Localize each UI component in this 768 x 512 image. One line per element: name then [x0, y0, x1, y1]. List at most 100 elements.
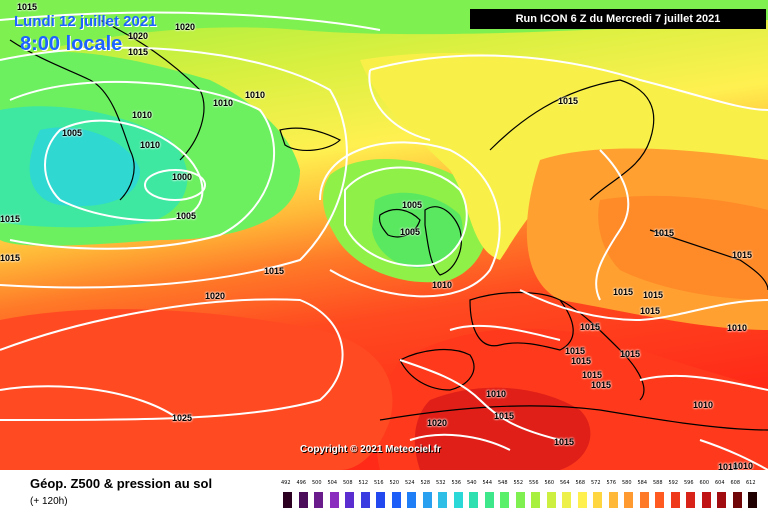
legend-swatch: [732, 492, 742, 508]
isobar-label: 1015: [264, 266, 285, 276]
isobar-label: 1015: [582, 370, 603, 380]
isobar-label: 1020: [427, 418, 448, 428]
legend-value: 508: [343, 480, 353, 486]
isobar-label: 1010: [486, 389, 507, 399]
legend-value: 528: [420, 480, 431, 486]
map-subtitle: (+ 120h): [30, 496, 68, 507]
z500-core-uk: [372, 192, 463, 268]
legend-swatch: [391, 492, 401, 508]
isobar-label: 1000: [172, 172, 193, 182]
legend-swatch: [500, 492, 509, 508]
legend-value: 520: [389, 480, 400, 486]
weather-map: 1015 1020 1020 1015 1010 1010 1010 1005 1010 1000…: [0, 0, 768, 470]
legend-swatch: [283, 492, 292, 508]
legend-value: 588: [653, 480, 663, 486]
isobar-label: 1010: [718, 462, 739, 470]
legend-swatch: [655, 492, 664, 508]
isobar-label: 1015: [494, 411, 515, 421]
forecast-local-time: 8:00 locale: [20, 33, 123, 55]
isobar-label: 1015: [0, 214, 21, 224]
isobar-label: 1020: [205, 291, 226, 301]
legend-swatch: [531, 492, 540, 508]
z500-core-west: [29, 127, 140, 207]
legend-swatch: [314, 492, 323, 508]
legend-value: 592: [668, 480, 679, 486]
legend-value: 556: [529, 480, 539, 486]
legend-value: 560: [544, 480, 555, 486]
legend-swatch: [717, 492, 726, 508]
legend-swatch: [701, 492, 711, 508]
isobar-label: 1025: [172, 413, 193, 423]
legend-value: 516: [374, 480, 384, 486]
legend-value: 604: [715, 480, 725, 486]
z500-band-red-west: [0, 309, 393, 470]
isobar-label: 1010: [140, 140, 161, 150]
legend-swatch: [624, 492, 633, 508]
isobar-label: 1015: [732, 250, 753, 260]
z500-band-orange-core: [598, 195, 768, 300]
isobar-label: 1015: [654, 228, 675, 238]
isobar-label: 1010: [245, 90, 266, 100]
isobar-label: 1015: [558, 96, 579, 106]
legend-value: 596: [684, 480, 694, 486]
isobar-label: 1005: [62, 128, 83, 138]
legend-swatch: [748, 492, 757, 508]
isobar-label: 1015: [643, 290, 664, 300]
footer-bar: Géop. Z500 & pression au sol (+ 120h) 49…: [0, 470, 768, 512]
legend-swatch: [639, 492, 649, 508]
isobar-label: 1015: [17, 2, 38, 12]
isobar-label: 1015: [128, 47, 149, 57]
legend-value: 568: [575, 480, 586, 486]
legend-swatch: [484, 492, 494, 508]
isobar-label: 1015: [571, 356, 592, 366]
isobar-label: 1015: [565, 346, 586, 356]
legend-swatch: [469, 492, 478, 508]
legend-value: 580: [622, 480, 632, 486]
isobar-label: 1005: [400, 227, 421, 237]
legend-value: 492: [281, 480, 291, 486]
legend-swatch: [376, 492, 385, 508]
forecast-date: Lundi 12 juillet 2021: [14, 13, 157, 30]
legend-swatch: [345, 492, 354, 508]
copyright: Copyright © 2021 Meteociel.fr: [300, 444, 441, 455]
legend-value: 564: [560, 480, 570, 486]
map-title: Géop. Z500 & pression au sol: [30, 476, 213, 491]
isobar-label: 1015: [0, 253, 21, 263]
map-canvas: [0, 0, 768, 470]
legend-value: 612: [746, 480, 756, 486]
legend-value: 536: [451, 480, 462, 486]
legend-value: 524: [405, 480, 415, 486]
legend-swatch: [593, 492, 602, 508]
legend-swatch: [407, 492, 416, 508]
legend-swatch: [438, 492, 447, 508]
isobar-label: 1015: [620, 349, 641, 359]
legend-value: 608: [730, 480, 741, 486]
isobar-label: 1010: [733, 461, 754, 470]
legend-value: 544: [482, 480, 493, 486]
isobars: [0, 11, 768, 470]
legend-swatch: [670, 492, 680, 508]
legend-swatch: [515, 492, 525, 508]
legend-swatch: [360, 492, 370, 508]
legend-swatch: [608, 492, 618, 508]
isobar-label: 1005: [176, 211, 197, 221]
legend-value: 584: [637, 480, 648, 486]
legend-value: 512: [358, 480, 369, 486]
run-info: Run ICON 6 Z du Mercredi 7 juillet 2021: [470, 9, 766, 29]
legend-value: 552: [513, 480, 524, 486]
legend-swatch: [422, 492, 432, 508]
legend-value: 548: [498, 480, 508, 486]
legend-value: 572: [591, 480, 601, 486]
isobar-label: 1005: [402, 200, 423, 210]
isobar-label: 1015: [554, 437, 575, 447]
isobar-label: 1020: [128, 31, 149, 41]
isobar-label: 1015: [613, 287, 634, 297]
isobar-label: 1015: [640, 306, 661, 316]
isobar-label: 1015: [580, 322, 601, 332]
isobar-label: 1010: [693, 400, 714, 410]
legend-swatch: [329, 492, 339, 508]
legend-value: 496: [296, 480, 307, 486]
legend-swatch: [298, 492, 308, 508]
legend-swatch: [453, 492, 463, 508]
legend-swatch: [546, 492, 556, 508]
